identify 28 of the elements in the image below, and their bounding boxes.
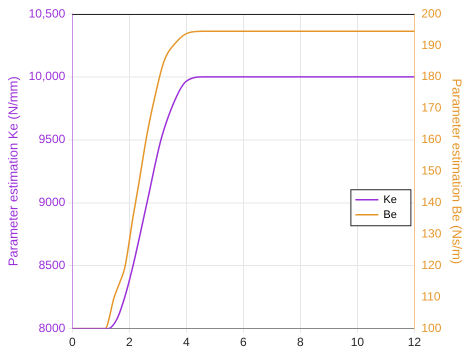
x-tick-label: 8 — [297, 335, 304, 350]
y-axis-title: Parameter estimation Ke (N/mm) — [5, 76, 20, 266]
y2-tick-label: 160 — [421, 132, 442, 146]
y2-tick-label: 150 — [421, 164, 442, 178]
y-tick-label: 10,500 — [28, 6, 66, 20]
y-tick-label: 9000 — [38, 195, 66, 210]
y2-tick-label: 100 — [421, 320, 442, 335]
x-tick-label: 4 — [182, 335, 190, 350]
x-tick-label: 6 — [240, 335, 247, 350]
x-tick-label: 12 — [408, 335, 422, 350]
y2-tick-label: 190 — [421, 38, 442, 52]
x-tick-label: 2 — [126, 335, 133, 350]
y2-tick-label: 200 — [421, 6, 442, 20]
y-tick-label: 8500 — [38, 258, 66, 272]
y2-tick-label: 110 — [421, 289, 441, 304]
y2-tick-label: 120 — [421, 258, 442, 272]
y2-tick-label: 170 — [421, 100, 442, 115]
x-tick-label: 10 — [350, 335, 364, 350]
legend-label: Be — [383, 208, 397, 221]
y-tick-label: 10,000 — [28, 69, 66, 84]
y-tick-label: 9500 — [38, 132, 66, 146]
y2-tick-label: 140 — [421, 195, 442, 210]
y-tick-label: 8000 — [38, 320, 66, 335]
y2-axis-title: Parameter estimation Be (Ns/m) — [450, 78, 465, 264]
y2-tick-label: 180 — [421, 69, 442, 84]
legend-label: Ke — [383, 194, 397, 206]
x-tick-label: 0 — [68, 335, 76, 350]
y2-tick-label: 130 — [421, 226, 442, 241]
